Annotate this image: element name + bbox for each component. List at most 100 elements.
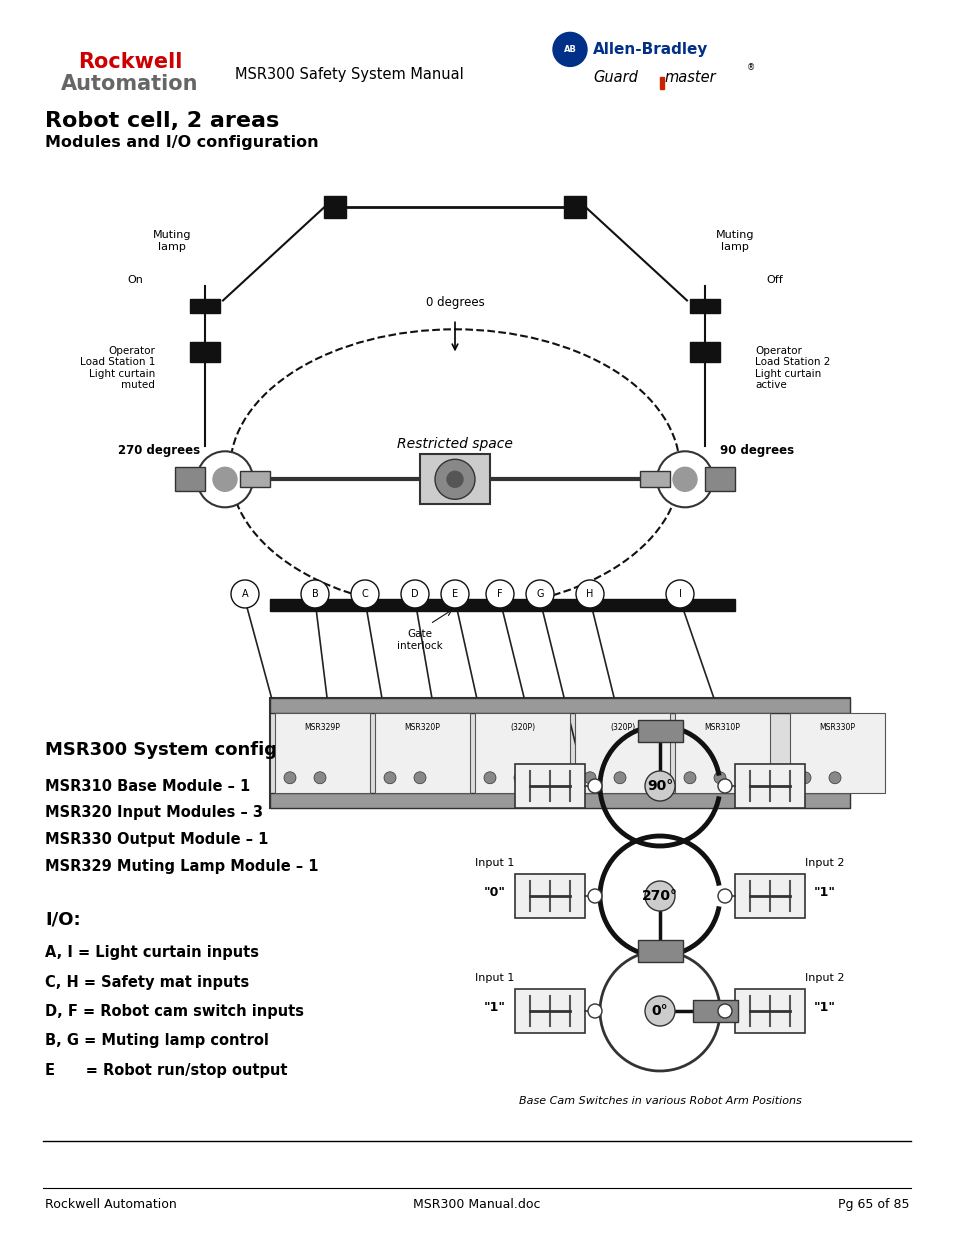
Text: C, H = Safety mat inputs: C, H = Safety mat inputs	[45, 974, 249, 989]
Text: MSR300 System configuration:: MSR300 System configuration:	[45, 741, 357, 760]
Circle shape	[644, 771, 675, 802]
Circle shape	[301, 580, 329, 608]
Text: MSR320 Input Modules – 3: MSR320 Input Modules – 3	[45, 805, 263, 820]
Text: Allen-Bradley: Allen-Bradley	[593, 42, 708, 57]
Bar	[639, 472, 669, 488]
Text: Automation: Automation	[61, 74, 198, 94]
Circle shape	[483, 772, 496, 784]
Text: master: master	[663, 70, 715, 85]
Text: "1": "1"	[813, 885, 835, 899]
Circle shape	[828, 772, 841, 784]
Bar	[575, 713, 669, 793]
Circle shape	[672, 467, 697, 492]
Circle shape	[713, 772, 725, 784]
Text: G: G	[536, 589, 543, 599]
Bar	[274, 713, 370, 793]
Text: "1": "1"	[483, 1002, 505, 1014]
Text: 90 degrees: 90 degrees	[720, 445, 793, 457]
Circle shape	[525, 580, 554, 608]
Text: MSR330P: MSR330P	[819, 722, 855, 732]
Text: "0": "0"	[813, 776, 835, 789]
Text: Pg 65 of 85: Pg 65 of 85	[837, 1198, 908, 1212]
Text: ®: ®	[746, 63, 755, 73]
Bar	[637, 720, 681, 742]
Bar	[704, 467, 734, 492]
Circle shape	[440, 580, 469, 608]
Bar	[689, 342, 720, 362]
Bar	[637, 940, 681, 962]
Bar	[734, 989, 804, 1032]
Bar	[270, 698, 849, 713]
Bar	[375, 713, 470, 793]
Bar	[734, 764, 804, 808]
Circle shape	[351, 580, 378, 608]
Text: MSR300 Safety System Manual: MSR300 Safety System Manual	[234, 67, 463, 82]
Text: C: C	[361, 589, 368, 599]
Text: "1": "1"	[813, 1002, 835, 1014]
Circle shape	[665, 580, 693, 608]
Circle shape	[414, 772, 426, 784]
Bar	[515, 874, 584, 918]
Circle shape	[583, 772, 596, 784]
Circle shape	[718, 889, 731, 903]
Bar	[190, 342, 220, 362]
Bar	[475, 713, 569, 793]
Text: MSR329P: MSR329P	[304, 722, 340, 732]
Text: A: A	[241, 589, 248, 599]
Text: Input 1: Input 1	[475, 973, 515, 983]
Bar	[675, 713, 769, 793]
Text: Operator
Load Station 1
Light curtain
muted: Operator Load Station 1 Light curtain mu…	[79, 346, 154, 390]
Text: Gate
interlock: Gate interlock	[396, 629, 442, 651]
Text: MSR310 Base Module – 1: MSR310 Base Module – 1	[45, 779, 250, 794]
Circle shape	[314, 772, 326, 784]
Text: 270°: 270°	[641, 889, 678, 903]
Text: (320P): (320P)	[609, 722, 635, 732]
Text: AB: AB	[563, 44, 576, 54]
Circle shape	[657, 451, 712, 508]
Bar	[419, 454, 490, 504]
Circle shape	[384, 772, 395, 784]
Circle shape	[718, 1004, 731, 1018]
Bar	[174, 467, 205, 492]
Circle shape	[576, 580, 603, 608]
Circle shape	[485, 580, 514, 608]
Text: Input 1: Input 1	[475, 748, 515, 758]
Circle shape	[587, 1004, 601, 1018]
Text: B, G = Muting lamp control: B, G = Muting lamp control	[45, 1034, 269, 1049]
Circle shape	[614, 772, 625, 784]
Text: 90°: 90°	[646, 779, 673, 793]
Text: Robot cell, 2 areas: Robot cell, 2 areas	[45, 111, 279, 131]
Text: "1": "1"	[483, 776, 505, 789]
Text: Operator
Load Station 2
Light curtain
active: Operator Load Station 2 Light curtain ac…	[754, 346, 829, 390]
Text: Muting
lamp: Muting lamp	[715, 230, 754, 252]
Circle shape	[553, 32, 586, 67]
Circle shape	[400, 580, 429, 608]
Text: MSR330 Output Module – 1: MSR330 Output Module – 1	[45, 832, 268, 847]
Bar	[659, 77, 663, 89]
Bar	[240, 472, 270, 488]
Circle shape	[718, 779, 731, 793]
Text: Rockwell Automation: Rockwell Automation	[45, 1198, 176, 1212]
Circle shape	[514, 772, 525, 784]
Text: "0": "0"	[483, 885, 505, 899]
Text: D, F = Robot cam switch inputs: D, F = Robot cam switch inputs	[45, 1004, 304, 1019]
Text: A, I = Light curtain inputs: A, I = Light curtain inputs	[45, 945, 258, 960]
Bar	[515, 764, 584, 808]
Bar	[515, 989, 584, 1032]
Text: B: B	[312, 589, 318, 599]
Text: Modules and I/O configuration: Modules and I/O configuration	[45, 135, 318, 149]
Text: 0 degrees: 0 degrees	[425, 296, 484, 309]
Circle shape	[231, 580, 258, 608]
Text: 0°: 0°	[651, 1004, 668, 1018]
Text: MSR320P: MSR320P	[404, 722, 440, 732]
Text: (320P): (320P)	[510, 722, 535, 732]
Text: Input 2: Input 2	[804, 858, 843, 868]
Bar	[734, 874, 804, 918]
Text: 270 degrees: 270 degrees	[118, 445, 200, 457]
Text: E      = Robot run/stop output: E = Robot run/stop output	[45, 1063, 287, 1078]
Text: H: H	[586, 589, 593, 599]
Circle shape	[213, 467, 236, 492]
Text: F: F	[497, 589, 502, 599]
Circle shape	[447, 472, 462, 488]
Text: Base Cam Switches in various Robot Arm Positions: Base Cam Switches in various Robot Arm P…	[518, 1095, 801, 1107]
